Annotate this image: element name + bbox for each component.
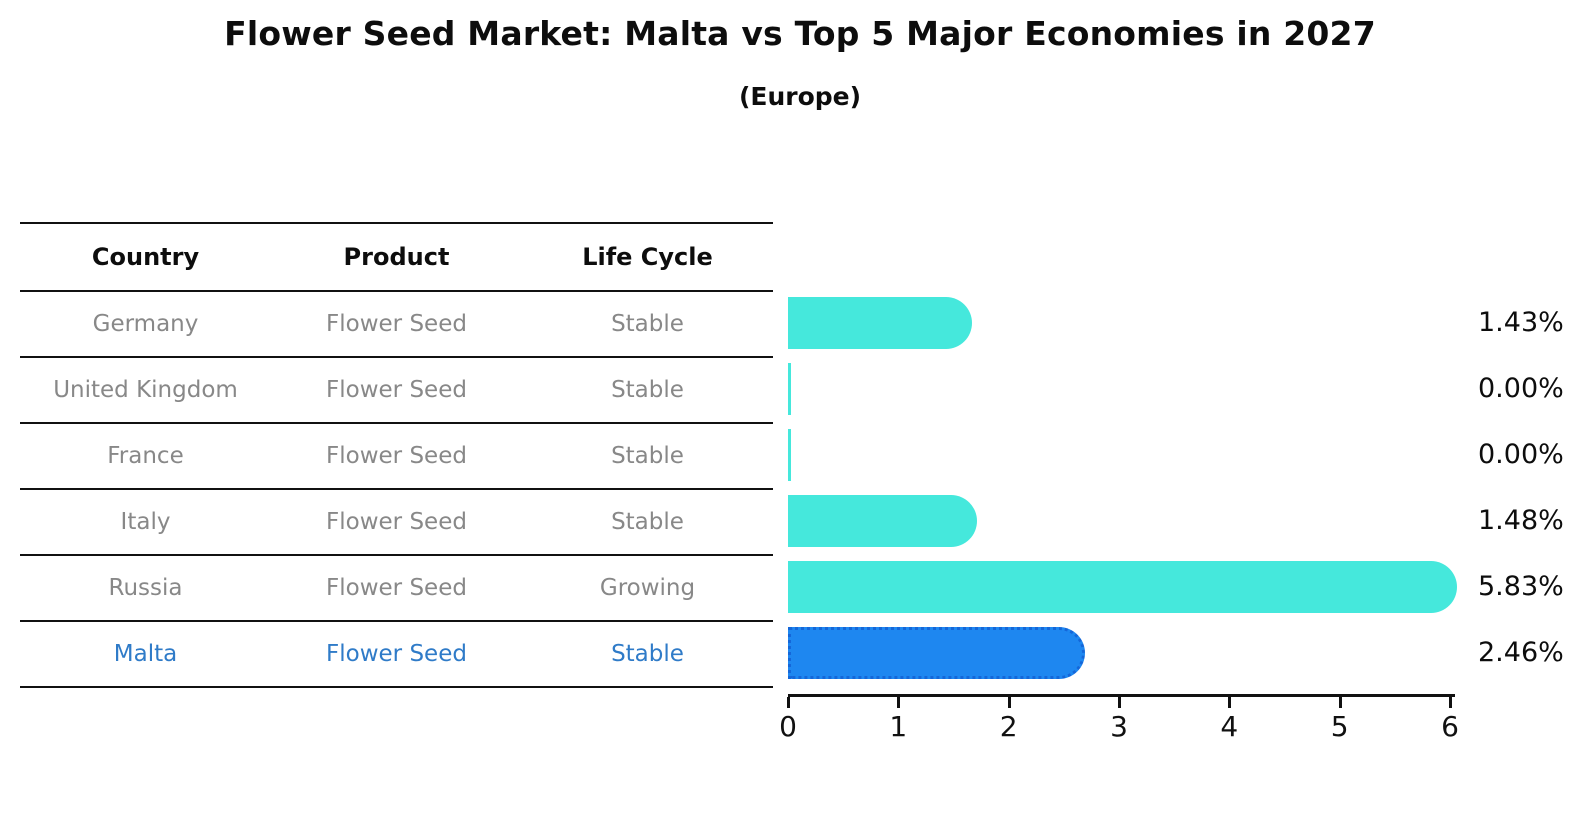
cell-country: Russia <box>108 575 183 601</box>
bar-germany <box>788 297 972 349</box>
cell-lifecycle: Stable <box>611 377 684 403</box>
x-tick-label: 3 <box>1110 710 1128 743</box>
x-tick-label: 4 <box>1220 710 1239 743</box>
cell-product: Flower Seed <box>326 443 467 469</box>
x-tick-label: 0 <box>779 710 797 743</box>
value-label-united-kingdom: 0.00% <box>1478 373 1564 404</box>
value-label-germany: 1.43% <box>1478 307 1564 338</box>
table-row-france: France Flower Seed Stable <box>20 424 773 490</box>
value-label-malta: 2.46% <box>1478 637 1564 668</box>
table-row-russia: Russia Flower Seed Growing <box>20 556 773 622</box>
cell-product: Flower Seed <box>326 377 467 403</box>
bar-row-russia <box>788 554 1488 620</box>
bar-malta <box>788 627 1086 679</box>
x-tick-label: 1 <box>889 710 908 743</box>
cell-lifecycle: Growing <box>599 575 696 601</box>
table-row-italy: Italy Flower Seed Stable <box>20 490 773 556</box>
x-tick-label: 2 <box>999 710 1018 743</box>
column-header-lifecycle: Life Cycle <box>582 243 713 271</box>
bar-row-france <box>788 422 1488 488</box>
bar-united-kingdom <box>788 363 791 415</box>
cell-country: Malta <box>113 641 178 667</box>
x-tick-mark <box>1449 697 1452 708</box>
cell-lifecycle: Stable <box>611 311 684 337</box>
column-header-product: Product <box>343 243 450 271</box>
cell-country: Germany <box>92 311 199 337</box>
cell-country: United Kingdom <box>53 377 238 403</box>
table-row-germany: Germany Flower Seed Stable <box>20 292 773 358</box>
table-header-row: Country Product Life Cycle <box>20 224 773 292</box>
x-tick-label: 5 <box>1330 710 1349 743</box>
cell-product: Flower Seed <box>326 641 467 667</box>
column-header-country: Country <box>91 243 200 271</box>
x-tick-mark <box>1118 697 1121 708</box>
bar-row-united-kingdom <box>788 356 1488 422</box>
cell-country: Italy <box>120 509 171 535</box>
bar-italy <box>788 495 978 547</box>
bar-row-italy <box>788 488 1488 554</box>
bar-russia <box>788 561 1458 613</box>
cell-product: Flower Seed <box>326 311 467 337</box>
cell-product: Flower Seed <box>326 509 467 535</box>
x-tick-mark <box>787 697 790 708</box>
chart-title: Flower Seed Market: Malta vs Top 5 Major… <box>224 14 1376 53</box>
table-row-united-kingdom: United Kingdom Flower Seed Stable <box>20 358 773 424</box>
value-label-italy: 1.48% <box>1478 505 1564 536</box>
x-tick-mark <box>1338 697 1342 708</box>
cell-lifecycle: Stable <box>611 509 684 535</box>
country-table: Country Product Life Cycle Germany Flowe… <box>20 222 773 688</box>
cell-lifecycle: Stable <box>611 443 684 469</box>
bar-france <box>788 429 791 481</box>
table-row-malta: Malta Flower Seed Stable <box>20 622 773 688</box>
chart-subtitle: (Europe) <box>738 82 862 111</box>
bar-row-germany <box>788 290 1488 356</box>
x-tick-mark <box>897 697 901 708</box>
value-label-russia: 5.83% <box>1478 571 1564 602</box>
x-tick-mark <box>1007 697 1011 708</box>
x-tick-mark <box>1228 697 1232 708</box>
bar-chart <box>788 290 1488 686</box>
cell-product: Flower Seed <box>326 575 467 601</box>
bar-row-malta <box>788 620 1488 686</box>
cell-country: France <box>107 443 184 469</box>
x-axis: 0 1 2 3 4 5 6 <box>779 694 1459 743</box>
value-label-france: 0.00% <box>1478 439 1564 470</box>
x-tick-label: 6 <box>1441 710 1459 743</box>
cell-lifecycle: Stable <box>611 641 684 667</box>
